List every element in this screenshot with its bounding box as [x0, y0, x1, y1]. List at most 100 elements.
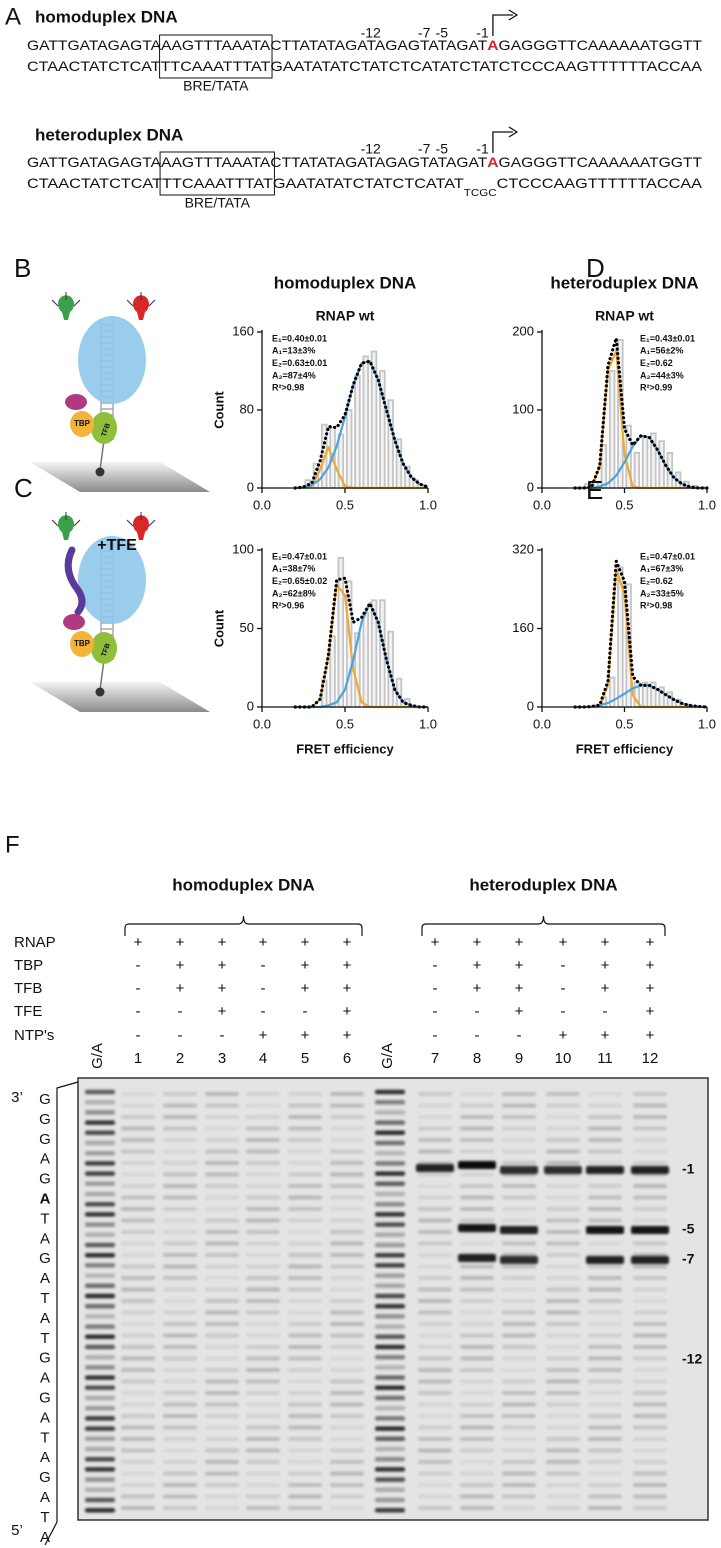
gel-band: [85, 1110, 115, 1115]
lane-number: 3: [218, 1050, 226, 1067]
condition-symbol: +: [515, 957, 524, 974]
gel-band: [418, 1218, 452, 1223]
condition-symbol: +: [343, 1003, 352, 1020]
row-label: TFB: [14, 980, 42, 997]
group-brace: [124, 915, 363, 936]
gel-band: [460, 1218, 494, 1223]
rays: [126, 292, 156, 307]
gel-band: [375, 1089, 405, 1095]
gel-band: [502, 1506, 536, 1510]
gel-band: [205, 1448, 239, 1453]
gel-band: [85, 1263, 115, 1268]
gel-band: [163, 1092, 197, 1096]
gel-band: [246, 1230, 280, 1234]
gel-band: [288, 1402, 322, 1407]
condition-symbol: -: [475, 1003, 480, 1020]
gel-band: [375, 1416, 405, 1421]
gel-band: [121, 1368, 155, 1372]
condition-symbol: +: [218, 957, 227, 974]
gel-band: [246, 1437, 280, 1441]
fit-annotation: E₂=0.62: [640, 576, 673, 586]
gel-band: [288, 1276, 322, 1280]
condition-symbol: +: [559, 934, 568, 951]
gel-band: [588, 1437, 622, 1441]
rnap: [78, 316, 146, 404]
gel-band: [121, 1379, 155, 1384]
gel-band: [633, 1402, 667, 1407]
gel-band: [546, 1241, 580, 1246]
box-label: BRE/TATA: [183, 78, 249, 94]
fluor-donor: [58, 515, 74, 540]
gel-band: [633, 1184, 667, 1188]
gel-band: [205, 1414, 239, 1418]
gel-band: [288, 1310, 322, 1315]
sequence-bracket: [44, 1081, 79, 1546]
gel-band: [460, 1126, 494, 1131]
y-axis-label: Count: [211, 609, 226, 647]
gel-band: [500, 1226, 538, 1234]
gel-band: [460, 1092, 494, 1096]
gel-band: [288, 1092, 322, 1096]
gel-band: [288, 1184, 322, 1188]
gel-band: [121, 1207, 155, 1211]
y-tick-label: 320: [512, 541, 534, 556]
gel-band: [121, 1103, 155, 1108]
gel-band: [246, 1322, 280, 1326]
row-label: TBP: [14, 957, 43, 974]
tss-arrow: [492, 131, 513, 153]
gel-band: [546, 1115, 580, 1119]
lane-number: 12: [642, 1050, 659, 1067]
gel-band: [121, 1161, 155, 1165]
gel-band: [163, 1345, 197, 1349]
condition-symbol: -: [433, 980, 438, 997]
y-tick-label: 200: [512, 323, 534, 338]
gel-band: [418, 1471, 452, 1476]
gel-band: [205, 1299, 239, 1303]
gel-band: [205, 1115, 239, 1119]
x-tick-label: 0.5: [615, 497, 633, 512]
gel-band: [375, 1171, 405, 1176]
gel-band: [418, 1333, 452, 1338]
bead: [95, 467, 105, 477]
gel-band: [205, 1218, 239, 1223]
gel-band: [163, 1126, 197, 1131]
gel-band: [588, 1494, 622, 1499]
x-tick-label: 0.5: [336, 716, 354, 731]
condition-symbol: -: [303, 1003, 308, 1020]
dna-strand: GATTGATAGAGTA AAGTTTAAATA CTTATATAGATAGAGT…: [27, 154, 702, 170]
gel-band: [546, 1310, 580, 1315]
gel-band: [163, 1368, 197, 1372]
gel-band: [588, 1333, 622, 1338]
condition-symbol: -: [261, 980, 266, 997]
gel-band: [418, 1494, 452, 1499]
gel-band: [330, 1483, 364, 1487]
duplex-title: homoduplex DNA: [35, 7, 178, 26]
x-tick-label: 1.0: [419, 716, 437, 731]
gel-band: [375, 1099, 405, 1105]
protein-label: TFB: [101, 423, 112, 438]
gel-band: [375, 1263, 405, 1268]
gel-band: [288, 1437, 322, 1441]
gel-band: [85, 1201, 115, 1207]
gel-band: [121, 1310, 155, 1315]
gel-band: [163, 1437, 197, 1441]
gel-band: [121, 1299, 155, 1303]
fit-annotation: A₂=87±4%: [272, 370, 316, 380]
gel-band: [460, 1299, 494, 1303]
gel-band: [460, 1276, 494, 1280]
gel-band: [633, 1460, 667, 1464]
gel-band: [546, 1092, 580, 1096]
gel-band: [502, 1494, 536, 1499]
sequence-segment: TCGC: [464, 188, 497, 199]
gel-band: [375, 1303, 405, 1309]
gel-band: [121, 1195, 155, 1200]
gel-band: [588, 1184, 622, 1188]
gel-band: [288, 1230, 322, 1234]
gel-band: [330, 1241, 364, 1246]
condition-symbol: +: [601, 934, 610, 951]
y-tick-label: 160: [512, 620, 534, 635]
gel-band: [246, 1299, 280, 1303]
sequence-segment: GAATATATCTATCTCATAT: [273, 175, 464, 191]
panel-label: E: [586, 475, 603, 505]
fluor-donor: [58, 295, 74, 320]
